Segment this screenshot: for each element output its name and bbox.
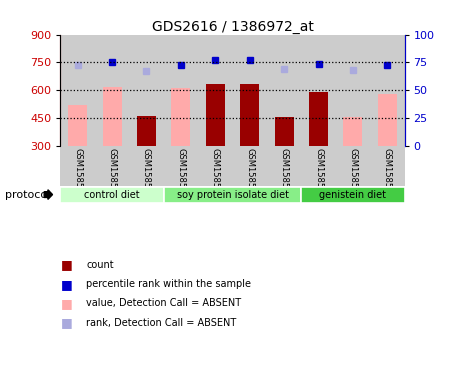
Bar [198,35,232,146]
Bar [60,35,95,146]
Text: protocol: protocol [5,190,50,200]
Bar [95,146,129,185]
Bar [232,35,267,146]
Bar [336,35,370,146]
Bar [267,146,301,185]
Bar [336,146,370,185]
Text: ■: ■ [60,297,72,310]
Bar [129,35,164,146]
Bar [172,88,190,146]
Title: GDS2616 / 1386972_at: GDS2616 / 1386972_at [152,20,313,33]
Bar [370,146,405,185]
Text: GSM158585: GSM158585 [279,148,289,199]
Bar [68,105,87,146]
Text: rank, Detection Call = ABSENT: rank, Detection Call = ABSENT [86,318,236,328]
Text: value, Detection Call = ABSENT: value, Detection Call = ABSENT [86,298,241,308]
Text: GSM158587: GSM158587 [348,148,358,199]
Text: ■: ■ [60,258,72,271]
Text: GSM158584: GSM158584 [245,148,254,199]
Text: ■: ■ [60,278,72,291]
Bar [164,35,198,146]
Bar [370,35,405,146]
Bar [137,116,156,146]
Bar [164,187,301,203]
Bar [164,146,198,185]
Text: GSM158580: GSM158580 [107,148,117,199]
Bar [198,146,232,185]
Bar [103,86,121,146]
Text: percentile rank within the sample: percentile rank within the sample [86,279,251,289]
Text: GSM158586: GSM158586 [314,148,323,199]
Bar [129,146,164,185]
Bar [60,146,95,185]
Text: GSM158588: GSM158588 [383,148,392,199]
Bar [232,146,267,185]
Bar [378,94,397,146]
Text: genistein diet: genistein diet [319,190,386,200]
Text: control diet: control diet [84,190,140,200]
Text: soy protein isolate diet: soy protein isolate diet [177,190,288,200]
Bar [267,35,301,146]
Text: count: count [86,260,113,270]
Text: GSM158579: GSM158579 [73,148,82,199]
Text: ■: ■ [60,316,72,329]
Text: GSM158582: GSM158582 [176,148,186,199]
Bar [206,84,225,146]
Bar [60,187,164,203]
Bar [95,35,129,146]
Text: GSM158583: GSM158583 [211,148,220,199]
Bar [301,35,336,146]
Bar [240,84,259,146]
Bar [275,117,293,146]
Bar [301,187,405,203]
Bar [344,117,362,146]
Text: GSM158581: GSM158581 [142,148,151,199]
Bar [309,92,328,146]
Bar [301,146,336,185]
